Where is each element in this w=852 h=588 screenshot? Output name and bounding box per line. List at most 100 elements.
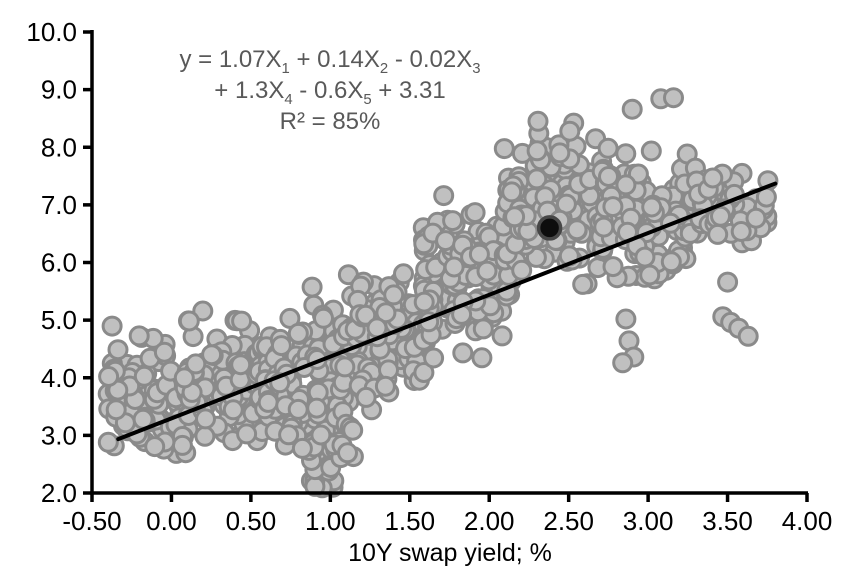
scatter-point bbox=[195, 408, 216, 430]
scatter-point bbox=[559, 120, 581, 142]
y-tick-label: 8.0 bbox=[41, 132, 77, 162]
scatter-point bbox=[201, 344, 223, 366]
scatter-point bbox=[549, 142, 571, 164]
x-tick-label: 3.00 bbox=[623, 506, 674, 536]
scatter-point bbox=[443, 256, 465, 278]
scatter-point bbox=[527, 110, 549, 132]
y-tick-label: 10.0 bbox=[26, 17, 77, 47]
scatter-point bbox=[310, 424, 332, 446]
scatter-point bbox=[98, 366, 120, 387]
scatter-point bbox=[526, 140, 548, 162]
scatter-point bbox=[566, 219, 588, 241]
scatter-point bbox=[133, 365, 155, 387]
x-tick-label: 2.50 bbox=[543, 506, 594, 536]
scatter-point bbox=[101, 315, 123, 337]
scatter-point bbox=[334, 356, 356, 378]
y-tick-label: 9.0 bbox=[41, 75, 77, 105]
scatter-point bbox=[435, 230, 457, 252]
scatter-outlier-point bbox=[663, 87, 684, 109]
scatter-point bbox=[597, 137, 619, 159]
scatter-point bbox=[270, 335, 292, 357]
scatter-point bbox=[615, 174, 637, 196]
scatter-point bbox=[355, 304, 377, 326]
scatter-point bbox=[433, 185, 455, 207]
scatter-point bbox=[423, 347, 445, 369]
scatter-point bbox=[194, 425, 216, 447]
scatter-point bbox=[383, 284, 405, 306]
scatter-point bbox=[287, 398, 309, 420]
scatter-point bbox=[634, 246, 656, 268]
scatter-outlier-point bbox=[621, 98, 643, 120]
scatter-point bbox=[173, 367, 195, 389]
scatter-point bbox=[641, 196, 663, 218]
scatter-outlier-point bbox=[737, 325, 759, 347]
scatter-point bbox=[413, 291, 435, 313]
x-tick-label: 0.00 bbox=[146, 506, 197, 536]
highlighted-point bbox=[536, 215, 563, 241]
x-tick-label: 4.00 bbox=[782, 506, 833, 536]
x-tick-label: 3.50 bbox=[702, 506, 753, 536]
scatter-point bbox=[472, 318, 494, 340]
scatter-point bbox=[178, 310, 200, 332]
scatter-point bbox=[745, 207, 767, 229]
scatter-point bbox=[374, 375, 396, 397]
scatter-point bbox=[222, 399, 244, 421]
scatter-point bbox=[313, 307, 334, 329]
y-tick-label: 3.0 bbox=[41, 420, 77, 450]
y-tick-label: 4.0 bbox=[41, 363, 77, 393]
scatter-point bbox=[660, 251, 682, 273]
y-tick-label: 6.0 bbox=[41, 248, 77, 278]
scatter-point bbox=[593, 216, 615, 238]
scatter-point bbox=[491, 325, 513, 347]
scatter-point bbox=[602, 196, 624, 218]
scatter-point bbox=[702, 167, 724, 189]
scatter-point bbox=[504, 206, 526, 228]
scatter-point bbox=[128, 325, 150, 347]
x-axis-title: 10Y swap yield; % bbox=[348, 539, 552, 567]
scatter-point bbox=[257, 391, 279, 413]
scatter-point bbox=[337, 442, 358, 464]
scatter-point bbox=[153, 341, 175, 363]
scatter-point bbox=[375, 302, 397, 324]
scatter-point bbox=[287, 322, 309, 344]
y-tick-label: 5.0 bbox=[41, 305, 77, 335]
scatter-points-group bbox=[97, 87, 779, 499]
scatter-point bbox=[342, 419, 364, 441]
scatter-outlier-point bbox=[615, 308, 637, 330]
y-tick-label: 7.0 bbox=[41, 190, 77, 220]
scatter-point bbox=[291, 437, 313, 459]
scatter-point bbox=[598, 166, 619, 187]
x-tick-label: 0.50 bbox=[226, 506, 277, 536]
trend-line-group bbox=[116, 181, 778, 442]
scatter-point bbox=[493, 138, 515, 160]
scatter-point bbox=[707, 223, 729, 245]
scatter-point bbox=[171, 434, 193, 456]
scatter-point bbox=[730, 221, 752, 242]
scatter-point bbox=[355, 386, 377, 408]
scatter-point bbox=[144, 436, 166, 458]
scatter-point bbox=[640, 140, 662, 162]
scatter-point bbox=[105, 399, 127, 421]
scatter-point bbox=[97, 431, 119, 453]
scatter-point bbox=[231, 310, 253, 332]
scatter-point bbox=[393, 263, 414, 285]
scatter-point bbox=[107, 339, 129, 361]
scatter-point bbox=[301, 276, 323, 298]
scatter-point bbox=[511, 259, 533, 281]
scatter-point bbox=[452, 342, 474, 364]
scatter-point bbox=[413, 362, 435, 383]
axes-group: -0.50 0.00 0.50 1.00 1.50 2.00 2.50 3.00 3.50 4.0… bbox=[26, 17, 832, 536]
scatter-point bbox=[230, 354, 252, 376]
scatter-point bbox=[501, 181, 523, 203]
scatter-point bbox=[710, 205, 731, 227]
scatter-point bbox=[468, 243, 490, 265]
scatter-outlier-point bbox=[717, 271, 739, 293]
y-tick-label: 2.0 bbox=[41, 478, 77, 508]
scatter-point bbox=[471, 347, 493, 369]
scatter-point bbox=[615, 143, 637, 165]
scatter-point bbox=[192, 300, 214, 322]
scatter-outlier-point bbox=[612, 352, 634, 374]
trend-line bbox=[116, 181, 778, 442]
